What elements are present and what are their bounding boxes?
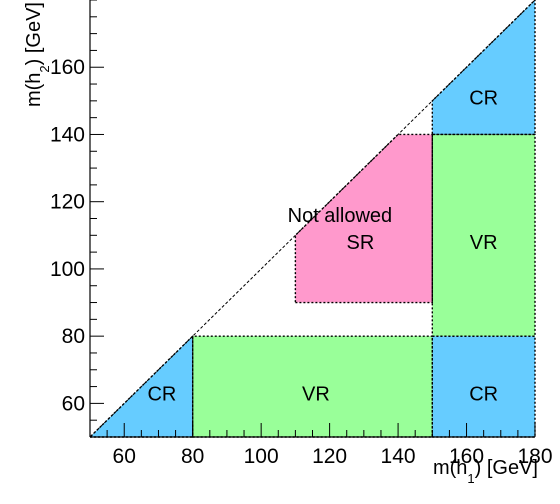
regions-layer — [90, 0, 535, 437]
x-tick-label: 180 — [517, 445, 552, 468]
region-cr-3 — [432, 0, 535, 135]
region-label-sr: SR — [347, 232, 375, 254]
y-tick-label: 140 — [50, 123, 85, 146]
y-axis-title: m(h2) [GeV] — [23, 2, 52, 107]
y-tick-label: 120 — [50, 191, 85, 214]
x-tick-label: 120 — [312, 445, 347, 468]
x-tick-label: 100 — [244, 445, 279, 468]
diagonal-line — [89, 0, 536, 438]
axes-frame — [89, 0, 536, 438]
y-tick-label: 80 — [62, 325, 85, 348]
region-cr-4 — [432, 336, 535, 437]
x-axis-title: m(h1) [GeV] — [433, 457, 538, 486]
region-sr-0 — [295, 134, 433, 303]
x-tick-label: 140 — [381, 445, 416, 468]
not-allowed-annotation: Not allowed — [288, 205, 393, 227]
region-label-vr: VR — [470, 232, 498, 254]
region-vr-1 — [432, 134, 535, 337]
x-tick-label: 60 — [113, 445, 136, 468]
y-tick-label: 160 — [50, 56, 85, 79]
y-tick-label: 60 — [62, 392, 85, 415]
x-tick-label: 80 — [181, 445, 204, 468]
region-label-cr: CR — [469, 87, 498, 109]
x-tick-label: 160 — [449, 445, 484, 468]
region-label-cr: CR — [469, 383, 498, 405]
region-label-cr: CR — [147, 383, 176, 405]
region-boundary-3 — [431, 0, 536, 136]
y-tick-label: 100 — [50, 258, 85, 281]
labels-layer: 60 80 100 120 140 160 180 60 80 100 120 140 160 SR VR V… — [50, 56, 553, 468]
region-boundary-5 — [88, 334, 194, 438]
region-label-vr: VR — [302, 383, 330, 405]
region-vr-2 — [192, 336, 433, 437]
